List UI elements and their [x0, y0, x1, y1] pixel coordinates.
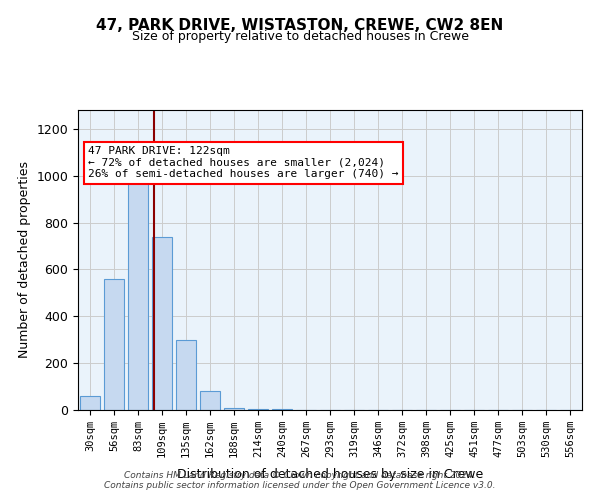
Bar [200, 391, 220, 410]
Bar [248, 409, 268, 410]
Bar [152, 236, 172, 410]
Bar [128, 171, 148, 410]
Text: 47, PARK DRIVE, WISTASTON, CREWE, CW2 8EN: 47, PARK DRIVE, WISTASTON, CREWE, CW2 8E… [97, 18, 503, 32]
Bar [224, 408, 244, 410]
X-axis label: Distribution of detached houses by size in Crewe: Distribution of detached houses by size … [177, 468, 483, 481]
Bar [104, 279, 124, 410]
Y-axis label: Number of detached properties: Number of detached properties [18, 162, 31, 358]
Text: Contains HM Land Registry data © Crown copyright and database right 2024.
Contai: Contains HM Land Registry data © Crown c… [104, 470, 496, 490]
Bar [176, 340, 196, 410]
Text: 47 PARK DRIVE: 122sqm
← 72% of detached houses are smaller (2,024)
26% of semi-d: 47 PARK DRIVE: 122sqm ← 72% of detached … [88, 146, 398, 179]
Text: Size of property relative to detached houses in Crewe: Size of property relative to detached ho… [131, 30, 469, 43]
Bar [80, 396, 100, 410]
